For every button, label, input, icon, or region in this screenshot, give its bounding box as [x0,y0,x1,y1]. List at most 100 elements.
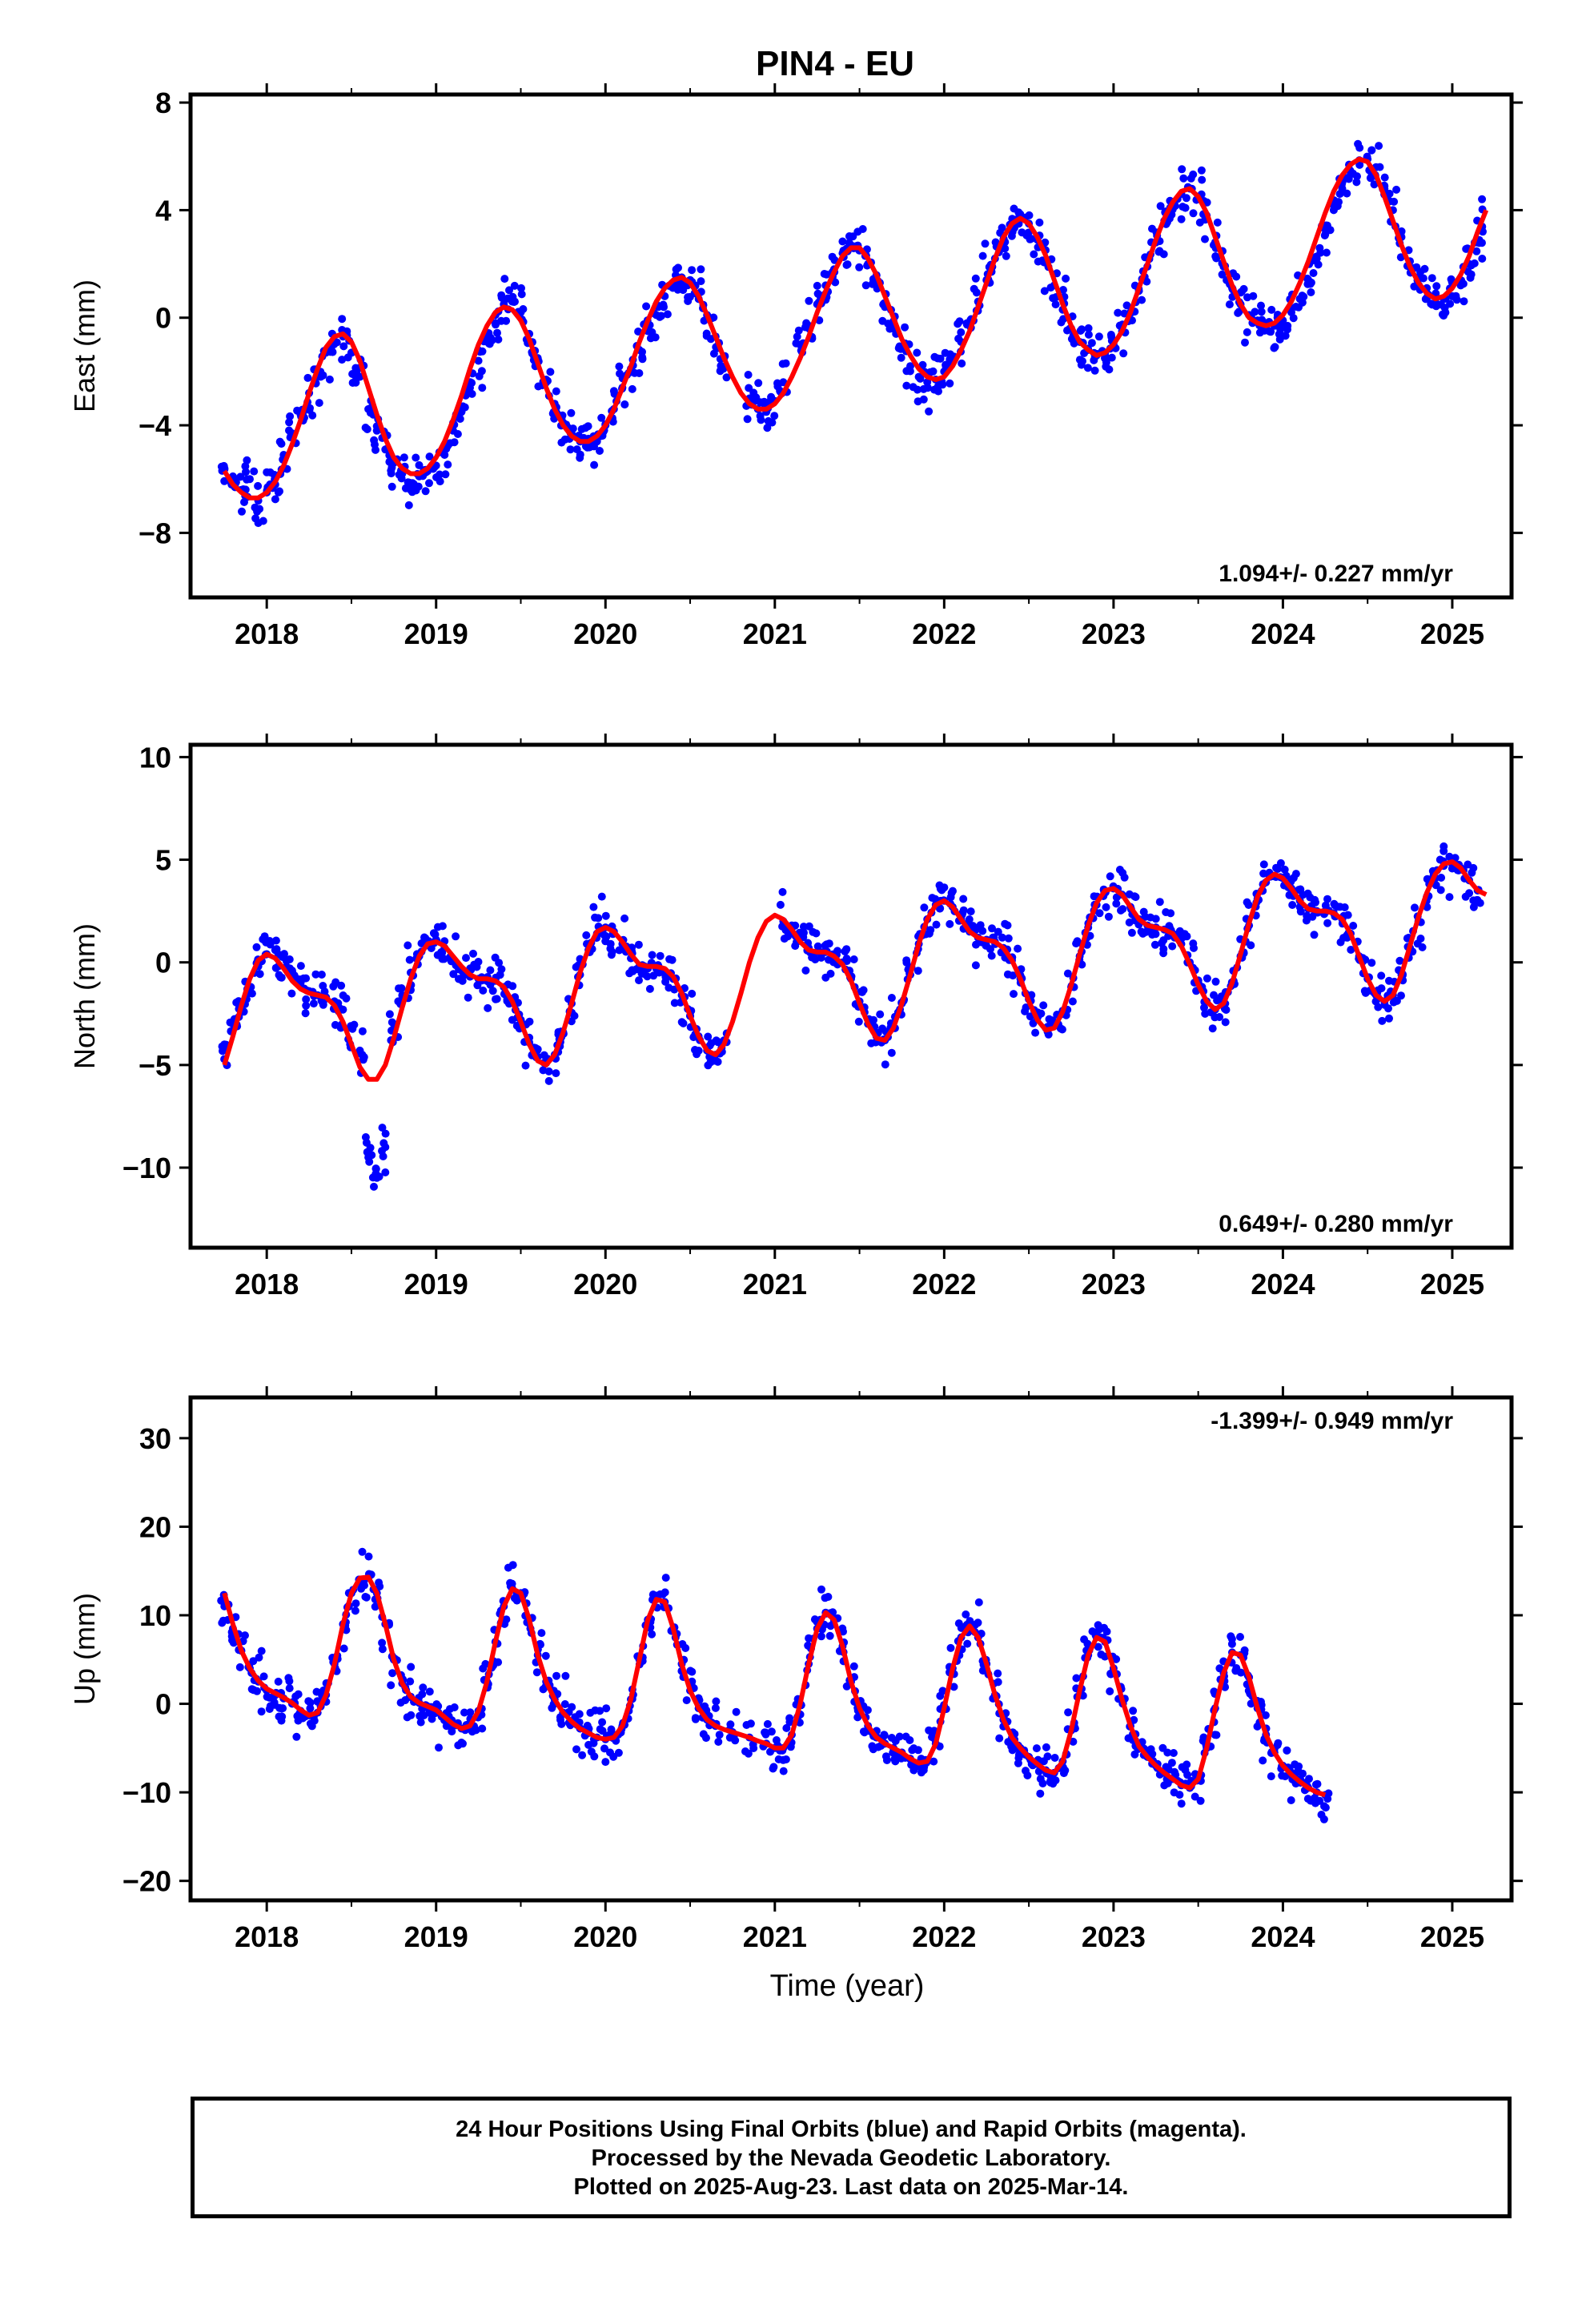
x-tick-label: 2021 [743,617,807,650]
data-point [938,1687,947,1695]
data-point [1004,1738,1013,1747]
data-point [544,1076,553,1085]
data-point [1267,305,1276,314]
data-point [1240,1646,1249,1655]
data-point [338,356,347,364]
data-point [381,1168,390,1176]
data-point [781,359,790,368]
data-point [1466,273,1475,282]
data-point [1472,247,1481,255]
data-point [704,1032,713,1041]
data-point [418,1690,427,1699]
data-point [387,463,396,472]
data-point [1464,860,1472,869]
data-point [478,384,487,392]
north-frame [188,742,1514,1250]
data-point [1227,1634,1236,1643]
data-point [958,359,966,368]
data-point [905,367,914,376]
data-point [416,1718,425,1727]
data-point [949,887,957,895]
data-point [620,400,629,408]
data-point [1168,942,1177,951]
data-point [600,931,608,939]
data-point [861,281,870,290]
data-point [1094,332,1103,341]
data-point [919,384,928,393]
data-point [1148,1750,1157,1759]
data-point [412,486,420,495]
data-point [901,323,909,332]
data-point [243,456,251,464]
data-point [887,994,896,1002]
x-tick-label: 2018 [235,1268,299,1301]
data-point [1319,1815,1328,1823]
x-tick-label: 2019 [404,1920,468,1953]
data-point [302,1001,311,1010]
data-point [1378,1016,1387,1025]
data-point [364,1552,373,1561]
data-point [1355,160,1364,169]
footer-line-2: Processed by the Nevada Geodetic Laborat… [591,2145,1111,2171]
data-point [332,338,341,347]
data-point [962,1610,970,1618]
data-point [583,1721,592,1730]
data-point [825,1631,834,1640]
data-point [445,1705,454,1714]
data-point [842,957,851,966]
data-point [1232,1664,1241,1672]
data-point [1078,325,1086,334]
data-point [1302,916,1311,925]
data-point [351,1606,359,1615]
data-point [649,971,658,980]
data-point [978,927,987,935]
data-point [1243,328,1251,336]
data-point [488,336,496,344]
data-point [1323,1795,1332,1803]
data-point [1281,332,1290,340]
data-point [1335,190,1344,199]
data-point [1439,312,1448,320]
data-point [849,955,858,963]
data-point [361,1593,370,1601]
data-point [1139,907,1148,916]
data-point [1377,984,1386,993]
data-point [614,1748,623,1757]
data-point [1200,1003,1208,1012]
data-point [919,1766,928,1775]
x-tick-label: 2022 [912,1920,976,1953]
data-point [946,919,954,928]
data-point [1320,231,1329,239]
footer-line-3: Plotted on 2025-Aug-23. Last data on 202… [573,2174,1129,2200]
data-point [1031,1028,1040,1037]
data-point [1115,866,1124,874]
data-point [271,936,280,945]
x-tick-label: 2025 [1420,1268,1484,1301]
data-point [1097,1651,1106,1659]
data-point [589,1739,598,1747]
data-point [1397,991,1405,1000]
data-point [1032,1744,1041,1753]
data-point [497,291,506,300]
data-point [1316,248,1325,257]
data-point [916,374,925,383]
data-point [670,999,679,1007]
data-point [259,517,267,525]
data-point [339,342,348,351]
data-point [1296,907,1305,916]
data-point [590,442,598,451]
y-tick-label: −10 [122,1152,171,1184]
data-point [869,1015,877,1024]
data-point [602,1704,611,1713]
data-point [674,263,682,272]
data-point [1478,255,1487,263]
data-point [657,312,665,320]
data-point [1203,974,1211,983]
data-point [339,1644,348,1653]
data-point [1276,320,1285,329]
data-point [460,1708,468,1717]
data-point [1107,353,1116,362]
data-point [817,953,825,962]
data-point [259,935,267,943]
data-point [688,989,697,998]
